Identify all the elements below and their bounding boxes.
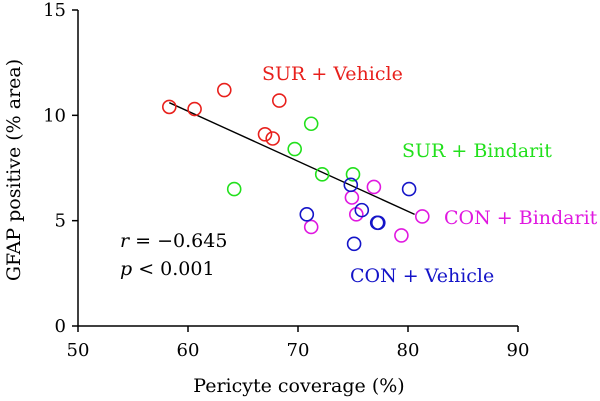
point-sur-bindarit-4: [345, 167, 361, 182]
y-tick-label-0: 0: [55, 316, 66, 337]
point-con-bindarit-1: [344, 190, 360, 205]
point-con-bindarit-3: [366, 179, 382, 195]
point-con-bindarit-4: [394, 228, 409, 243]
p-value-annotation: p < 0.001: [120, 258, 215, 280]
point-con-vehicle-3: [354, 202, 370, 218]
regression-line-group: [169, 102, 415, 215]
point-sur-vehicle-1: [187, 101, 202, 117]
point-con-vehicle-0: [299, 207, 315, 222]
series-label-con-vehicle: CON + Vehicle: [350, 265, 494, 287]
y-tick-label-10: 10: [43, 105, 66, 126]
point-con-vehicle-6: [401, 181, 417, 197]
regression-line: [169, 102, 415, 215]
y-axis-title: GFAP positive (% area): [3, 59, 25, 281]
r-value: = −0.645: [129, 230, 227, 252]
y-tick-label-15: 15: [43, 0, 66, 21]
r-symbol: r: [120, 230, 131, 252]
y-tick-label-5: 5: [55, 211, 66, 232]
x-tick-label-50: 50: [67, 340, 90, 361]
point-con-vehicle-1: [343, 177, 359, 193]
series-label-sur-vehicle: SUR + Vehicle: [262, 63, 403, 85]
point-sur-bindarit-3: [314, 167, 330, 182]
x-tick-label-90: 90: [507, 340, 530, 361]
point-sur-vehicle-4: [265, 131, 281, 146]
x-tick-label-60: 60: [177, 340, 200, 361]
x-axis-title: Pericyte coverage (%): [193, 375, 404, 397]
correlation-annotation: r = −0.645: [120, 230, 227, 252]
point-sur-vehicle-0: [162, 99, 177, 115]
point-sur-bindarit-0: [226, 181, 242, 197]
point-sur-bindarit-2: [303, 116, 319, 132]
point-con-bindarit-0: [303, 219, 319, 235]
point-sur-vehicle-2: [217, 82, 232, 98]
p-symbol: p: [120, 258, 132, 280]
x-tick-label-70: 70: [287, 340, 310, 361]
point-con-vehicle-5: [370, 215, 386, 231]
p-value: < 0.001: [132, 258, 214, 280]
point-sur-vehicle-3: [257, 126, 273, 142]
point-con-bindarit-5: [414, 209, 430, 224]
axes: 0 5 10 15 50 60 70 80 90: [43, 0, 529, 361]
x-tick-label-80: 80: [397, 340, 420, 361]
series-label-con-bindarit: CON + Bindarit: [444, 207, 598, 229]
point-sur-vehicle-5: [271, 93, 287, 108]
point-con-vehicle-2: [346, 236, 362, 252]
point-sur-bindarit-1: [287, 141, 303, 157]
series-label-sur-bindarit: SUR + Bindarit: [402, 140, 552, 162]
group-labels: SUR + Vehicle SUR + Bindarit CON + Bindari…: [262, 63, 598, 287]
data-points: [162, 82, 430, 252]
